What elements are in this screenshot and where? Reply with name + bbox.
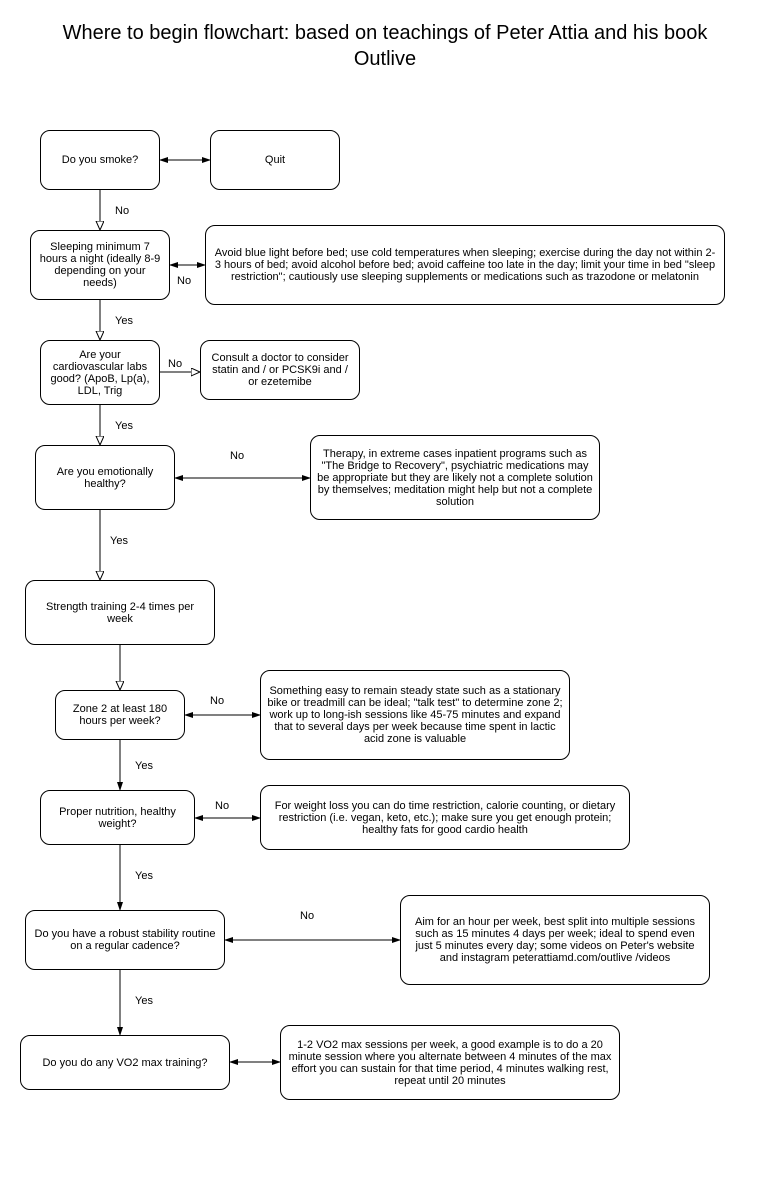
node-cardio-text: Are your cardiovascular labs good? (ApoB…: [47, 349, 153, 397]
edge-label-emo-strength: Yes: [110, 535, 128, 547]
edge-label-smoke-sleep: No: [115, 205, 129, 217]
node-cardio_adv: Consult a doctor to consider statin and …: [200, 340, 360, 400]
node-nutrition-text: Proper nutrition, healthy weight?: [47, 806, 188, 830]
node-nutrition_adv-text: For weight loss you can do time restrict…: [267, 800, 623, 836]
node-emo: Are you emotionally healthy?: [35, 445, 175, 510]
edge-label-zone2-nutrition: Yes: [135, 760, 153, 772]
node-emo_adv: Therapy, in extreme cases inpatient prog…: [310, 435, 600, 520]
node-stability: Do you have a robust stability routine o…: [25, 910, 225, 970]
node-vo2_adv: 1-2 VO2 max sessions per week, a good ex…: [280, 1025, 620, 1100]
node-sleep_adv: Avoid blue light before bed; use cold te…: [205, 225, 725, 305]
node-nutrition: Proper nutrition, healthy weight?: [40, 790, 195, 845]
edge-label-nutrition-stability: Yes: [135, 870, 153, 882]
node-zone2_adv: Something easy to remain steady state su…: [260, 670, 570, 760]
node-nutrition_adv: For weight loss you can do time restrict…: [260, 785, 630, 850]
edge-label-stability-vo2: Yes: [135, 995, 153, 1007]
node-emo-text: Are you emotionally healthy?: [42, 466, 168, 490]
node-zone2-text: Zone 2 at least 180 hours per week?: [62, 703, 178, 727]
edge-label-sleep-sleep_adv: No: [177, 275, 191, 287]
node-emo_adv-text: Therapy, in extreme cases inpatient prog…: [317, 448, 593, 508]
node-stability_adv: Aim for an hour per week, best split int…: [400, 895, 710, 985]
node-vo2: Do you do any VO2 max training?: [20, 1035, 230, 1090]
node-sleep-text: Sleeping minimum 7 hours a night (ideall…: [37, 241, 163, 289]
node-vo2-text: Do you do any VO2 max training?: [42, 1057, 207, 1069]
node-vo2_adv-text: 1-2 VO2 max sessions per week, a good ex…: [287, 1039, 613, 1087]
node-smoke-text: Do you smoke?: [62, 154, 138, 166]
flowchart-title: Where to begin flowchart: based on teach…: [60, 20, 710, 72]
edge-label-cardio-cardio_adv: No: [168, 358, 182, 370]
node-smoke: Do you smoke?: [40, 130, 160, 190]
node-strength-text: Strength training 2-4 times per week: [32, 601, 208, 625]
edge-label-nutrition-nutrition_adv: No: [215, 800, 229, 812]
edge-label-sleep-cardio: Yes: [115, 315, 133, 327]
title-text: Where to begin flowchart: based on teach…: [63, 22, 708, 70]
node-quit: Quit: [210, 130, 340, 190]
edge-label-cardio-emo: Yes: [115, 420, 133, 432]
edge-label-stability-stability_adv: No: [300, 910, 314, 922]
edge-label-emo-emo_adv: No: [230, 450, 244, 462]
node-stability-text: Do you have a robust stability routine o…: [32, 928, 218, 952]
node-zone2_adv-text: Something easy to remain steady state su…: [267, 685, 563, 745]
flowchart-canvas: Where to begin flowchart: based on teach…: [0, 0, 771, 1203]
node-stability_adv-text: Aim for an hour per week, best split int…: [407, 916, 703, 964]
node-quit-text: Quit: [265, 154, 285, 166]
node-cardio: Are your cardiovascular labs good? (ApoB…: [40, 340, 160, 405]
node-sleep_adv-text: Avoid blue light before bed; use cold te…: [212, 247, 718, 283]
node-cardio_adv-text: Consult a doctor to consider statin and …: [207, 352, 353, 388]
node-strength: Strength training 2-4 times per week: [25, 580, 215, 645]
edge-label-zone2-zone2_adv: No: [210, 695, 224, 707]
node-sleep: Sleeping minimum 7 hours a night (ideall…: [30, 230, 170, 300]
node-zone2: Zone 2 at least 180 hours per week?: [55, 690, 185, 740]
